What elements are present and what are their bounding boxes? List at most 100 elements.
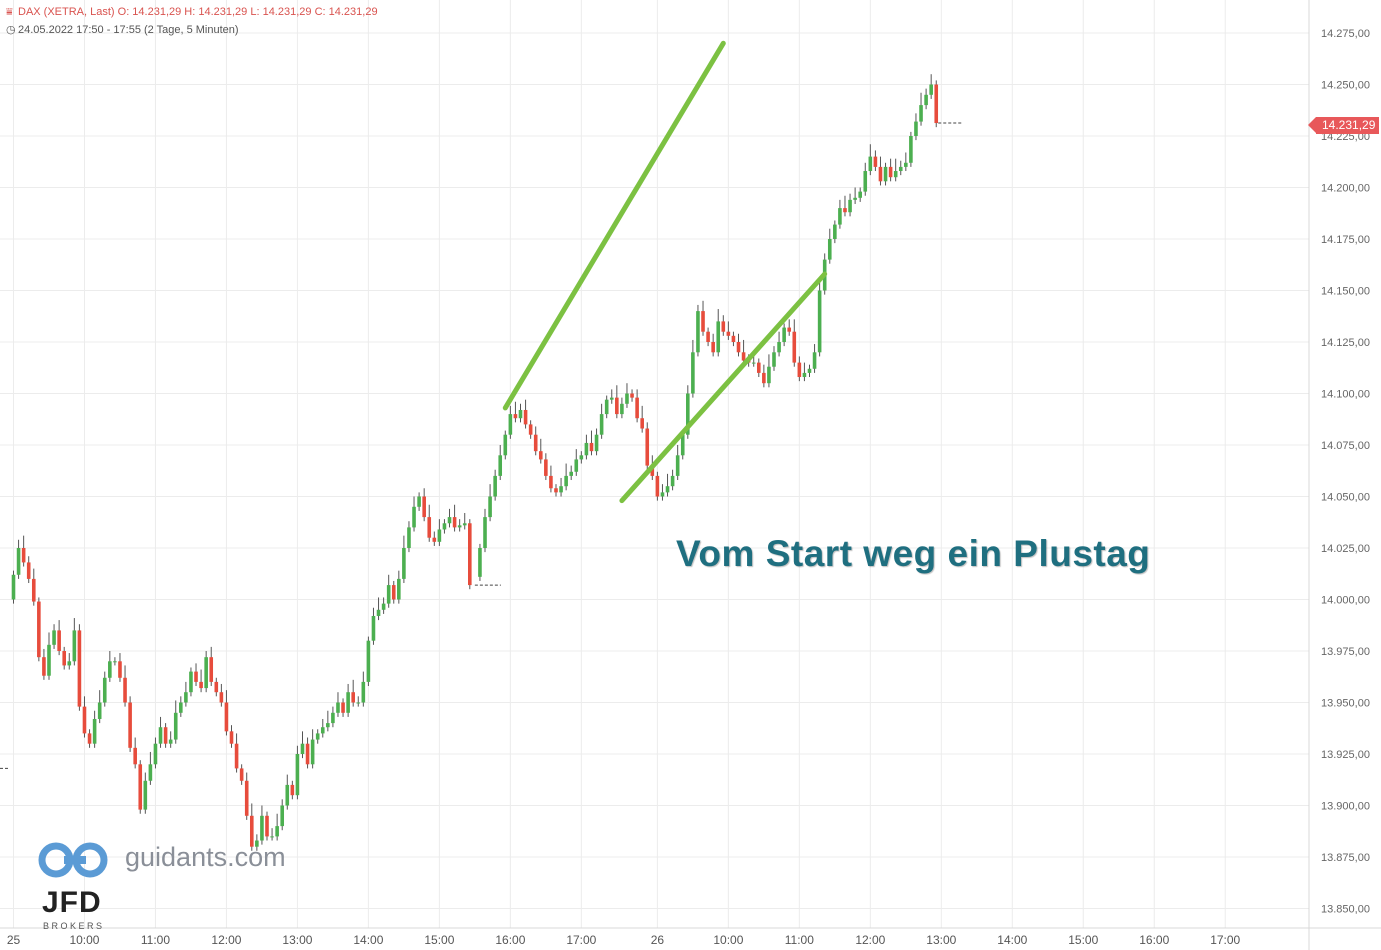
candle-body — [691, 352, 695, 394]
y-tick-label: 14.250,00 — [1321, 80, 1370, 92]
candle-body — [442, 523, 447, 530]
candle-body — [244, 780, 249, 816]
candle-body — [863, 171, 868, 192]
y-tick-label: 14.200,00 — [1321, 183, 1370, 195]
candle-body — [726, 331, 731, 336]
candle-body — [898, 166, 903, 172]
candle-body — [118, 661, 122, 678]
candle-body — [919, 105, 923, 122]
candle-body — [711, 342, 715, 353]
candle-body — [77, 630, 82, 707]
candle-body — [386, 585, 391, 604]
candle-body — [219, 692, 224, 703]
candle-body — [92, 718, 97, 744]
candle-body — [701, 311, 705, 332]
candle-body — [696, 311, 700, 353]
candle-body — [797, 362, 802, 378]
y-tick-label: 14.075,00 — [1321, 440, 1370, 452]
x-tick-label: 11:00 — [141, 933, 170, 947]
candle-body — [381, 603, 386, 610]
candle-body — [579, 455, 584, 460]
y-tick-label: 13.925,00 — [1321, 749, 1370, 761]
candle-body — [341, 702, 345, 713]
candle-body — [320, 727, 325, 734]
candle-body — [909, 136, 913, 163]
x-tick-label: 10:00 — [713, 933, 743, 947]
candle-body — [483, 517, 487, 548]
y-tick-label: 14.000,00 — [1321, 595, 1370, 607]
x-tick-label: 10:00 — [69, 933, 99, 947]
candle-body — [736, 342, 741, 353]
x-tick-label: 17:00 — [1210, 933, 1240, 947]
x-tick-label: 14:00 — [353, 933, 383, 947]
candle-body — [417, 496, 421, 507]
candle-body — [528, 424, 533, 435]
x-tick-label: 15:00 — [424, 933, 454, 947]
candle-body — [549, 475, 553, 489]
candle-body — [285, 784, 290, 806]
candle-body — [559, 486, 563, 493]
candle-body — [108, 661, 112, 678]
candle-body — [650, 465, 655, 476]
candle-body — [412, 506, 416, 528]
candle-body — [620, 403, 624, 415]
candle-body — [72, 630, 77, 662]
candle-body — [858, 191, 862, 198]
candle-body — [391, 585, 396, 600]
candle-body — [62, 651, 66, 666]
y-tick-label: 13.850,00 — [1321, 904, 1370, 916]
candle-body — [21, 548, 26, 563]
candle-body — [361, 681, 366, 703]
candle-body — [924, 94, 928, 106]
candle-body — [604, 399, 609, 415]
candle-body — [518, 409, 523, 419]
candle-body — [239, 768, 244, 781]
candle-body — [189, 671, 193, 693]
x-tick-label: 16:00 — [495, 933, 525, 947]
candle-body — [290, 784, 295, 796]
candle-body — [787, 327, 792, 332]
candle-body — [488, 496, 492, 518]
candle-body — [721, 321, 726, 332]
candle-body — [686, 393, 690, 435]
candle-body — [356, 702, 361, 704]
candle-body — [929, 84, 933, 95]
candle-body — [878, 166, 883, 182]
candle-body — [113, 661, 117, 663]
candle-body — [447, 517, 452, 524]
candle-body — [163, 727, 168, 744]
candle-body — [868, 156, 873, 172]
y-tick-label: 14.050,00 — [1321, 492, 1370, 504]
candle-body — [275, 826, 279, 837]
candle-body — [503, 434, 508, 456]
candle-body — [782, 327, 786, 342]
candle-body — [315, 733, 320, 740]
candle-body — [199, 681, 203, 689]
candle-body — [204, 657, 208, 689]
candle-body — [82, 706, 87, 734]
candle-body — [376, 609, 381, 616]
y-tick-label: 13.975,00 — [1321, 646, 1370, 658]
candle-body — [893, 171, 898, 178]
candle-body — [741, 352, 746, 361]
candle-body — [97, 702, 102, 719]
y-tick-label: 14.175,00 — [1321, 234, 1370, 246]
candle-body — [11, 574, 16, 600]
candle-body — [756, 362, 761, 373]
candle-body — [209, 657, 214, 682]
candle-body — [67, 661, 72, 666]
candle-body — [432, 537, 437, 542]
chart-type-icon: ⩸ — [6, 6, 13, 18]
x-tick-label: 26 — [651, 933, 665, 947]
candle-body — [468, 523, 472, 586]
candle-body — [888, 166, 893, 178]
candle-body — [346, 692, 350, 713]
candle-body — [731, 335, 736, 342]
candle-body — [914, 121, 918, 136]
last-price-label: 14.231,29 — [1307, 117, 1380, 134]
x-tick-label: 12:00 — [211, 933, 241, 947]
candle-body — [904, 162, 908, 167]
candle-body — [255, 840, 259, 847]
y-tick-label: 14.225,00 — [1321, 131, 1370, 143]
